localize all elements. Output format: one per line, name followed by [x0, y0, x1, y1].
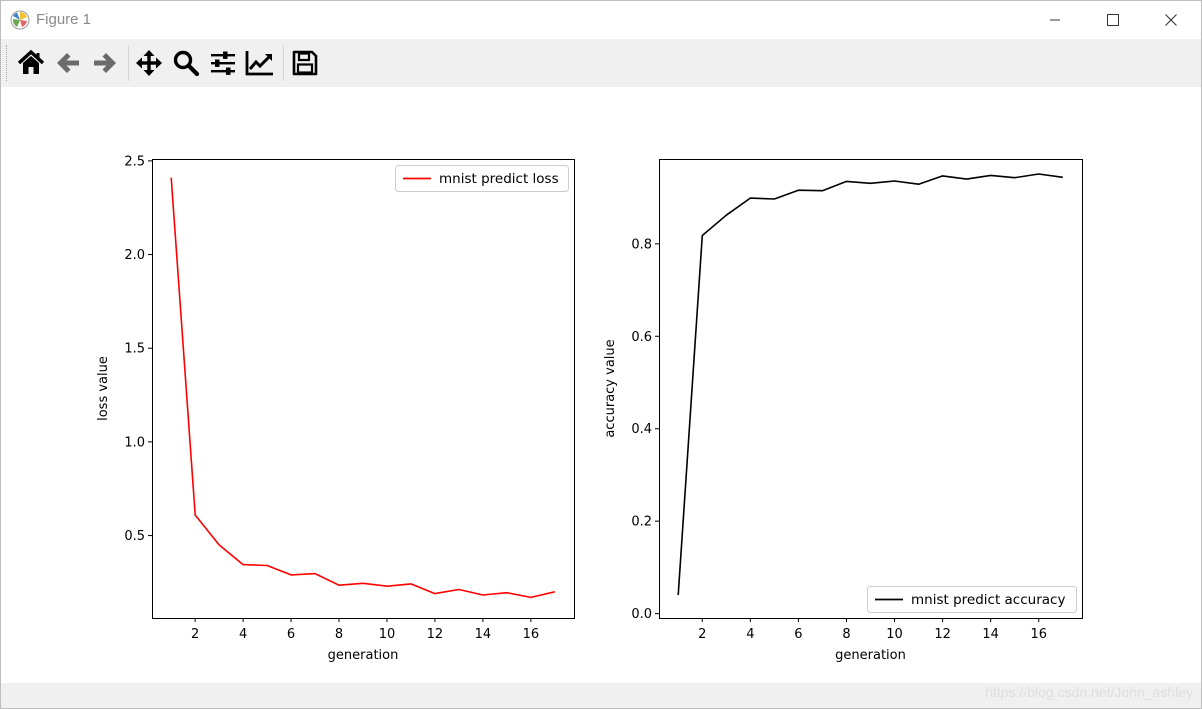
- navigation-toolbar: [1, 39, 1201, 87]
- legend: mnist predict loss: [395, 165, 569, 192]
- series-line: [677, 173, 1063, 596]
- x-tick-label: 4: [239, 627, 247, 642]
- move-icon: [136, 50, 162, 76]
- arrow-left-icon: [57, 53, 79, 73]
- sliders-icon: [211, 51, 235, 75]
- axes-frame: [659, 159, 1083, 619]
- x-axis-label: generation: [328, 648, 399, 663]
- matplotlib-app-icon: [10, 10, 30, 30]
- pan-button[interactable]: [132, 46, 166, 80]
- legend-label: mnist predict loss: [439, 171, 559, 187]
- y-tick-label: 1.0: [124, 435, 145, 450]
- subplot-2: 2 4 6 8 10 12 14 16 0.0 0.2 0.4 0.6 0.8 generation acc…: [603, 159, 1083, 663]
- watermark-text: https://blog.csdn.net/John_ashley: [985, 684, 1193, 700]
- y-tick-label: 0.5: [124, 529, 145, 544]
- y-axis-label: accuracy value: [603, 339, 618, 437]
- status-bar: https://blog.csdn.net/John_ashley: [1, 683, 1201, 708]
- x-tick-label: 6: [287, 627, 295, 642]
- x-tick-label: 16: [523, 627, 540, 642]
- home-icon: [17, 49, 45, 74]
- subplot-1: 2 4 6 8 10 12 14 16 0.5 1.0 1.5 2.0 2.5 generation los…: [96, 154, 575, 663]
- toolbar-separator: [283, 45, 284, 81]
- maximize-icon: [1107, 14, 1119, 26]
- home-button[interactable]: [14, 46, 48, 80]
- y-tick-label: 0.6: [631, 330, 652, 345]
- x-tick-label: 4: [746, 627, 754, 642]
- legend-label: mnist predict accuracy: [911, 592, 1065, 608]
- zoom-button[interactable]: [169, 46, 203, 80]
- back-button[interactable]: [51, 46, 85, 80]
- x-tick-label: 8: [842, 627, 850, 642]
- x-tick-label: 2: [698, 627, 706, 642]
- x-tick-label: 14: [982, 627, 999, 642]
- toolbar-grip[interactable]: [6, 45, 9, 81]
- series-line: [170, 177, 555, 599]
- subplots-button[interactable]: [206, 46, 240, 80]
- save-button[interactable]: [288, 46, 322, 80]
- y-tick-label: 0.2: [631, 515, 652, 530]
- line-chart-icon: [245, 51, 273, 76]
- close-icon: [1165, 14, 1177, 26]
- y-tick-label: 0.0: [631, 607, 652, 622]
- x-axis-label: generation: [835, 648, 906, 663]
- legend-box: [867, 586, 1077, 613]
- y-tick-label: 2.5: [124, 154, 145, 169]
- title-bar[interactable]: Figure 1: [1, 1, 1201, 39]
- figure-canvas[interactable]: 2 4 6 8 10 12 14 16 0.5 1.0 1.5 2.0 2.5 generation los…: [1, 87, 1201, 683]
- axes-frame: [152, 159, 575, 619]
- arrow-right-icon: [94, 53, 116, 73]
- x-tick-label: 10: [379, 627, 396, 642]
- x-tick-label: 6: [794, 627, 802, 642]
- close-button[interactable]: [1142, 1, 1200, 39]
- y-tick-label: 1.5: [124, 342, 145, 357]
- x-tick-label: 12: [427, 627, 444, 642]
- toolbar-separator: [128, 45, 129, 81]
- x-tick-label: 14: [475, 627, 492, 642]
- legend: mnist predict accuracy: [867, 586, 1077, 613]
- minimize-icon: [1050, 19, 1060, 21]
- y-tick-label: 2.0: [124, 248, 145, 263]
- y-axis-label: loss value: [96, 356, 111, 421]
- x-tick-label: 12: [934, 627, 951, 642]
- window-title: Figure 1: [36, 11, 92, 28]
- minimize-button[interactable]: [1026, 1, 1084, 39]
- legend-box: [395, 165, 569, 192]
- x-tick-label: 8: [335, 627, 343, 642]
- y-tick-label: 0.8: [631, 237, 652, 252]
- x-tick-label: 10: [886, 627, 903, 642]
- forward-button[interactable]: [88, 46, 122, 80]
- floppy-disk-icon: [292, 50, 318, 76]
- figure-plot: 2 4 6 8 10 12 14 16 0.5 1.0 1.5 2.0 2.5 generation los…: [96, 154, 1083, 663]
- x-tick-label: 16: [1030, 627, 1047, 642]
- y-tick-label: 0.4: [631, 422, 652, 437]
- edit-axis-button[interactable]: [243, 46, 277, 80]
- magnifier-icon: [173, 50, 200, 77]
- x-tick-label: 2: [191, 627, 199, 642]
- maximize-button[interactable]: [1084, 1, 1142, 39]
